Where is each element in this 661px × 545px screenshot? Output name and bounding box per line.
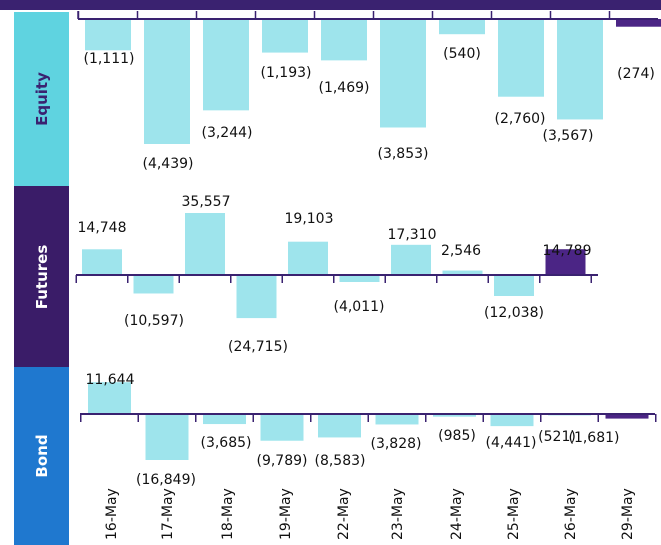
- futures-bar: [236, 275, 277, 319]
- x-axis-category-label: 29-May: [620, 488, 636, 540]
- x-axis-category-label: 19-May: [278, 488, 294, 540]
- futures-data-label: (10,597): [124, 313, 184, 329]
- equity-bar: [380, 19, 426, 128]
- bond-bar: [260, 414, 304, 441]
- equity-data-label: (3,853): [377, 146, 428, 162]
- equity-bar: [144, 19, 190, 144]
- futures-bar: [82, 249, 122, 275]
- x-axis-category-label: 16-May: [104, 488, 120, 540]
- top-border: [0, 0, 661, 10]
- bond-data-label: (4,441): [485, 435, 536, 451]
- x-axis-category-label: 18-May: [220, 488, 236, 540]
- equity-data-label: (1,469): [318, 80, 369, 96]
- futures-bar: [339, 275, 380, 282]
- futures-data-label: 19,103: [285, 211, 334, 227]
- futures-bar: [494, 275, 534, 296]
- futures-data-label: (24,715): [228, 339, 288, 355]
- x-axis-category-label: 22-May: [336, 488, 352, 540]
- futures-data-label: 14,789: [543, 243, 592, 259]
- bond-bar: [203, 414, 246, 425]
- bond-data-label: (16,849): [136, 472, 196, 488]
- bond-bar: [145, 414, 189, 460]
- equity-bar: [616, 19, 661, 27]
- bond-data-label: (8,583): [314, 453, 365, 469]
- bond-data-label: (985): [438, 428, 476, 444]
- x-axis-category-label: 26-May: [563, 488, 579, 540]
- futures-panel-label: Futures: [14, 186, 69, 367]
- futures-data-label: 17,310: [388, 227, 437, 243]
- futures-bar: [185, 213, 225, 275]
- bond-bar: [433, 414, 476, 417]
- futures-data-label: 35,557: [182, 194, 231, 210]
- equity-data-label: (3,244): [201, 125, 252, 141]
- bond-bar: [490, 414, 534, 427]
- bond-bar: [605, 414, 649, 419]
- futures-data-label: 2,546: [441, 243, 481, 259]
- futures-bar: [391, 244, 431, 275]
- bond-panel-label: Bond: [14, 367, 69, 545]
- equity-data-label: (1,111): [83, 51, 134, 67]
- bond-data-label: (1,681): [568, 430, 619, 446]
- equity-data-label: (3,567): [542, 128, 593, 144]
- bond-bar: [88, 382, 131, 414]
- futures-data-label: (4,011): [333, 299, 384, 315]
- equity-data-label: (540): [443, 46, 481, 62]
- futures-bar: [545, 249, 586, 275]
- futures-bar: [442, 270, 483, 275]
- equity-bar: [85, 19, 131, 51]
- x-axis-category-label: 17-May: [160, 488, 176, 540]
- equity-bar: [321, 19, 367, 61]
- equity-data-label: (2,760): [494, 111, 545, 127]
- equity-bar: [498, 19, 544, 97]
- futures-data-label: (12,038): [484, 305, 544, 321]
- equity-panel-label: Equity: [14, 12, 69, 186]
- bond-bar: [318, 414, 361, 438]
- x-axis-category-label: 23-May: [390, 488, 406, 540]
- equity-data-label: (274): [617, 66, 655, 82]
- bond-data-label: (3,828): [370, 436, 421, 452]
- bond-data-label: (521): [538, 429, 576, 445]
- bond-data-label: (3,685): [200, 435, 251, 451]
- equity-data-label: (1,193): [260, 65, 311, 81]
- equity-bar: [203, 19, 249, 111]
- x-axis-category-label: 25-May: [506, 488, 522, 540]
- futures-bar: [288, 241, 328, 275]
- x-axis-category-label: 24-May: [449, 488, 465, 540]
- equity-bar: [557, 19, 603, 120]
- equity-bar: [439, 19, 485, 35]
- futures-data-label: 14,748: [78, 220, 127, 236]
- bond-data-label: (9,789): [256, 453, 307, 469]
- bond-bar: [375, 414, 419, 425]
- equity-data-label: (4,439): [142, 156, 193, 172]
- equity-bar: [262, 19, 308, 53]
- futures-bar: [133, 275, 174, 294]
- bond-data-label: 11,644: [86, 372, 135, 388]
